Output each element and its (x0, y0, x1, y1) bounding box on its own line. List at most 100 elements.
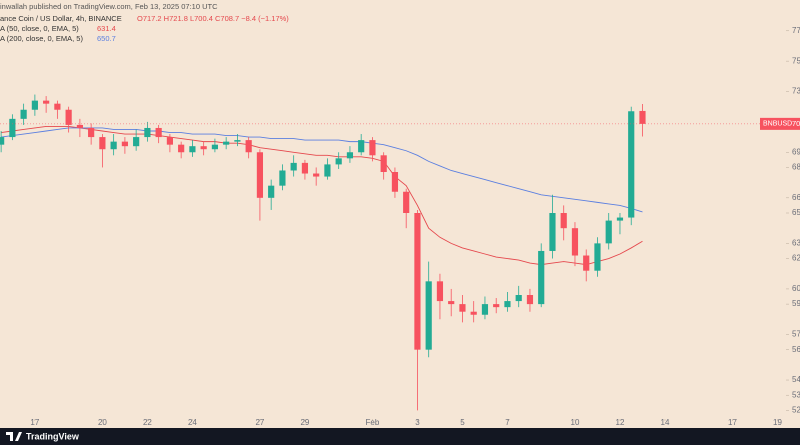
x-tick-label: 10 (571, 418, 580, 427)
candle-body (0, 137, 5, 145)
candle-body (481, 304, 489, 315)
symbol-title: ance Coin / US Dollar, 4h, BINANCE (0, 14, 122, 23)
y-tick-label: 680 (792, 163, 800, 172)
candle-body (200, 146, 207, 150)
candle-body (9, 118, 16, 138)
header: ance Coin / US Dollar, 4h, BINANCE O717.2… (0, 14, 289, 43)
candle-body (121, 141, 128, 147)
candle-body (639, 110, 646, 124)
candle-body (358, 140, 365, 153)
candle-body (166, 137, 173, 145)
x-tick-label: 24 (188, 418, 197, 427)
logo-icon (6, 432, 22, 441)
y-tick-label: 620 (792, 254, 800, 263)
candle-body (324, 164, 331, 177)
candle-body (515, 295, 522, 302)
price-symbol: BNBUSD (763, 121, 792, 128)
candle-body (31, 100, 38, 110)
candle-body (605, 220, 612, 244)
x-tick-label: 12 (616, 418, 625, 427)
candle-body (155, 127, 162, 138)
candle-body (88, 127, 95, 138)
price-value: 708.7 (792, 119, 800, 128)
y-tick-label: 630 (792, 238, 800, 247)
x-tick-label: 3 (415, 418, 420, 427)
candle-body (211, 144, 219, 150)
candle-body (493, 304, 500, 308)
x-tick-label: 5 (460, 418, 465, 427)
candle-body (290, 162, 297, 171)
candle-body (583, 255, 590, 271)
candle-body (234, 140, 241, 142)
candle-body (76, 124, 83, 128)
candle-body (459, 304, 466, 312)
candle-body (549, 213, 556, 251)
candle-body (391, 172, 399, 192)
candle-body (526, 295, 534, 305)
candle-body (628, 111, 635, 218)
indicator-line (1, 125, 643, 266)
candle-body (279, 170, 286, 186)
indicator-name: A (50, close, 0, EMA, 5) (0, 24, 79, 33)
candle-body (189, 146, 196, 153)
candle-body (594, 243, 601, 271)
candle-body (43, 100, 50, 104)
candle-body (99, 137, 106, 150)
y-tick-label: 660 (792, 193, 800, 202)
x-tick-label: 29 (300, 418, 309, 427)
candle-body (223, 141, 230, 145)
y-tick-label: 530 (792, 390, 800, 399)
y-tick-label: 590 (792, 299, 800, 308)
candle-body (54, 103, 61, 110)
y-tick-label: 750 (792, 56, 800, 65)
candle-body (335, 158, 342, 165)
x-tick-label: 20 (98, 418, 107, 427)
candle-body (504, 301, 511, 308)
y-tick-label: 570 (792, 330, 800, 339)
candle-body (425, 281, 432, 350)
candle-body (268, 185, 275, 198)
candle-body (380, 155, 387, 172)
y-tick-label: 600 (792, 284, 800, 293)
y-tick-label: 690 (792, 147, 800, 156)
candle-body (133, 137, 140, 147)
candle-body (560, 213, 567, 229)
candle-body (571, 228, 579, 256)
candle-body (301, 162, 309, 174)
indicator-line (1, 127, 643, 213)
candle-body (436, 281, 444, 302)
ohlc-values: O717.2 H721.8 L700.4 C708.7 −8.4 (−1.17%… (137, 14, 289, 23)
footer-bar (0, 428, 800, 445)
candle-body (369, 140, 376, 156)
x-tick-label: 14 (661, 418, 670, 427)
candle-body (403, 191, 410, 213)
candle-body (616, 217, 624, 221)
x-tick-label: 17 (30, 418, 39, 427)
y-tick-label: 520 (792, 406, 800, 415)
candle-body (178, 144, 185, 153)
candle-body (110, 141, 117, 150)
y-tick-label: 560 (792, 345, 800, 354)
indicator-name: A (200, close, 0, EMA, 5) (0, 34, 83, 43)
candle-body (144, 127, 151, 138)
x-tick-label: 17 (728, 418, 737, 427)
candle-body (65, 109, 72, 125)
price-box (760, 117, 800, 130)
candle-body (470, 311, 477, 315)
x-tick-label: 22 (143, 418, 152, 427)
publisher: inwallah published on TradingView.com, F… (0, 2, 218, 11)
x-tick-label: Feb (366, 418, 380, 427)
candle-body (313, 173, 320, 177)
candle-body (256, 152, 264, 198)
candle-body (414, 213, 421, 350)
candle-body (20, 109, 27, 119)
y-tick-label: 540 (792, 375, 800, 384)
x-tick-label: 19 (773, 418, 782, 427)
brand: TradingView (26, 431, 80, 441)
y-tick-label: 730 (792, 87, 800, 96)
x-tick-label: 7 (505, 418, 510, 427)
candle-body (346, 152, 354, 159)
x-tick-label: 27 (255, 418, 264, 427)
